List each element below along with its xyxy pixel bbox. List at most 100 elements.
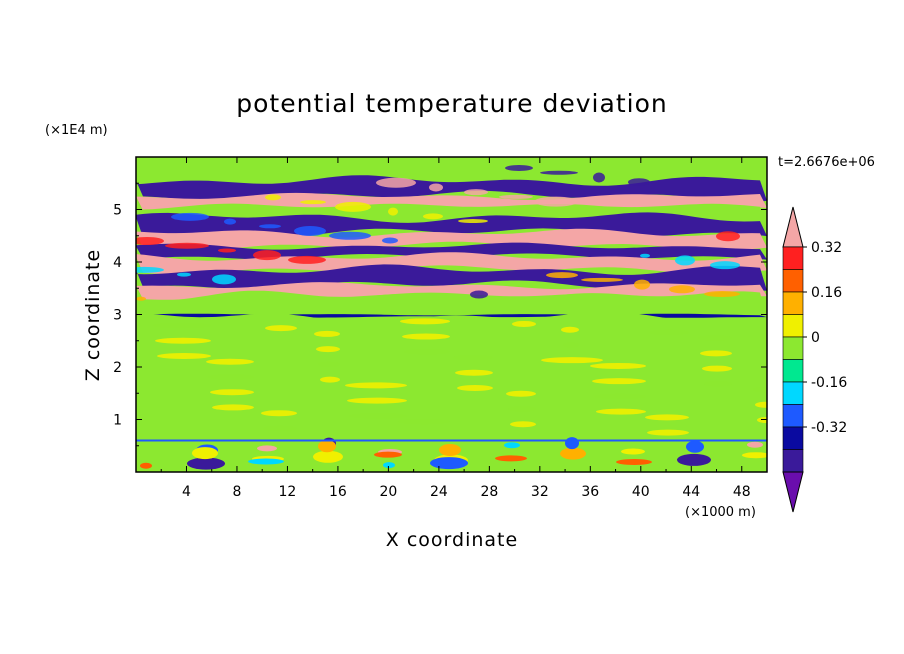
contour-patch bbox=[402, 333, 450, 340]
contour-patch bbox=[561, 326, 579, 333]
contour-patch bbox=[400, 318, 450, 325]
contour-patch bbox=[669, 285, 695, 294]
contour-patch bbox=[265, 194, 281, 201]
contour-patch bbox=[388, 207, 398, 216]
contour-band bbox=[136, 203, 767, 221]
contour-patch bbox=[404, 348, 450, 355]
colorbar-box bbox=[782, 381, 804, 405]
contour-patch bbox=[593, 172, 605, 183]
contour-patch bbox=[320, 376, 340, 383]
y-tick-label: 2 bbox=[113, 360, 122, 376]
x-tick-label: 44 bbox=[682, 484, 700, 500]
contour-patch bbox=[165, 242, 209, 249]
contour-patch bbox=[590, 362, 646, 369]
contour-patch bbox=[453, 354, 493, 361]
contour-patch bbox=[136, 266, 164, 273]
x-tick-label: 40 bbox=[632, 484, 650, 500]
contour-patch bbox=[430, 457, 468, 470]
contour-patch bbox=[742, 452, 767, 459]
contour-patch bbox=[563, 341, 579, 348]
contour-patch bbox=[747, 441, 763, 448]
contour-patch bbox=[294, 226, 326, 237]
contour-patch bbox=[153, 322, 211, 329]
contour-patch bbox=[560, 447, 586, 460]
contour-patch bbox=[398, 418, 450, 425]
colorbar-box bbox=[782, 246, 804, 270]
contour-patch bbox=[710, 261, 740, 270]
contour-patch bbox=[649, 329, 689, 336]
contour-patch bbox=[499, 194, 533, 199]
contour-patch bbox=[261, 410, 297, 417]
colorbar-label: 0.32 bbox=[811, 240, 842, 256]
x-tick-label: 48 bbox=[733, 484, 751, 500]
contour-patch bbox=[218, 248, 236, 253]
contour-band bbox=[136, 192, 767, 211]
contour-patch bbox=[716, 231, 740, 242]
contour-patch bbox=[265, 325, 297, 332]
contour-patch bbox=[455, 369, 493, 376]
x-tick-label: 8 bbox=[232, 484, 241, 500]
contour-patch bbox=[136, 432, 144, 439]
x-tick-label: 12 bbox=[279, 484, 297, 500]
contour-band bbox=[136, 228, 767, 251]
x-axis-title: X coordinate bbox=[386, 529, 518, 551]
contour-patch bbox=[208, 373, 254, 380]
x-tick-label: 32 bbox=[531, 484, 549, 500]
contour-patch bbox=[755, 401, 767, 408]
y-tick-label: 5 bbox=[113, 203, 122, 219]
contour-patch bbox=[383, 462, 395, 469]
contour-patch bbox=[534, 196, 578, 207]
contour-patch bbox=[512, 320, 536, 327]
contour-patch bbox=[540, 170, 578, 175]
contour-patch bbox=[347, 397, 407, 404]
x-tick-label: 4 bbox=[182, 484, 191, 500]
colorbar-box bbox=[782, 426, 804, 450]
contour-patch bbox=[677, 453, 711, 466]
contour-patch bbox=[318, 440, 336, 453]
contour-patch bbox=[675, 255, 695, 266]
contour-patch bbox=[645, 414, 689, 421]
contour-patch bbox=[136, 237, 164, 245]
contour-patch bbox=[504, 442, 520, 449]
contour-patch bbox=[429, 183, 443, 192]
contour-patch bbox=[313, 450, 343, 463]
contour-patch bbox=[212, 404, 254, 411]
x-unit-label: (×1000 m) bbox=[685, 505, 756, 520]
colorbar-box bbox=[782, 359, 804, 383]
contour-patch bbox=[136, 296, 146, 301]
contour-patch bbox=[155, 337, 211, 344]
chart-title: potential temperature deviation bbox=[236, 89, 667, 118]
contour-patch bbox=[704, 291, 740, 298]
contour-patch bbox=[157, 352, 211, 359]
contour-patch bbox=[329, 231, 371, 240]
contour-patch bbox=[510, 421, 536, 428]
contour-band bbox=[136, 159, 767, 187]
colorbar-label: 0.16 bbox=[811, 285, 842, 301]
contour-patch bbox=[206, 358, 254, 365]
contour-patch bbox=[702, 365, 732, 372]
contour-patch bbox=[541, 357, 603, 364]
x-tick-label: 20 bbox=[379, 484, 397, 500]
contour-patch bbox=[257, 445, 277, 452]
time-label: t=2.6676e+06 bbox=[778, 155, 875, 170]
contour-patch bbox=[300, 200, 326, 205]
y-unit-label: (×1E4 m) bbox=[45, 123, 108, 138]
contour-patch bbox=[224, 218, 236, 225]
contour-patch bbox=[700, 350, 732, 357]
colorbar-label: -0.32 bbox=[811, 420, 847, 436]
contour-patch bbox=[345, 382, 407, 389]
colorbar: 0.32 0.16 0 -0.16 -0.32 bbox=[782, 206, 847, 513]
contour-patch bbox=[187, 457, 225, 470]
contour-patch bbox=[212, 274, 236, 285]
plot-area bbox=[136, 157, 767, 472]
x-axis-ticks: 4 8 12 16 20 24 28 32 36 40 44 48 bbox=[160, 157, 751, 500]
x-tick-label: 36 bbox=[581, 484, 599, 500]
contour-patch bbox=[698, 335, 732, 342]
colorbar-box bbox=[782, 404, 804, 428]
contour-patch bbox=[470, 290, 488, 299]
contour-patch bbox=[628, 178, 650, 187]
colorbar-box bbox=[782, 314, 804, 338]
contour-patch bbox=[621, 448, 645, 455]
contour-patch bbox=[647, 429, 689, 436]
y-tick-label: 4 bbox=[113, 255, 122, 271]
